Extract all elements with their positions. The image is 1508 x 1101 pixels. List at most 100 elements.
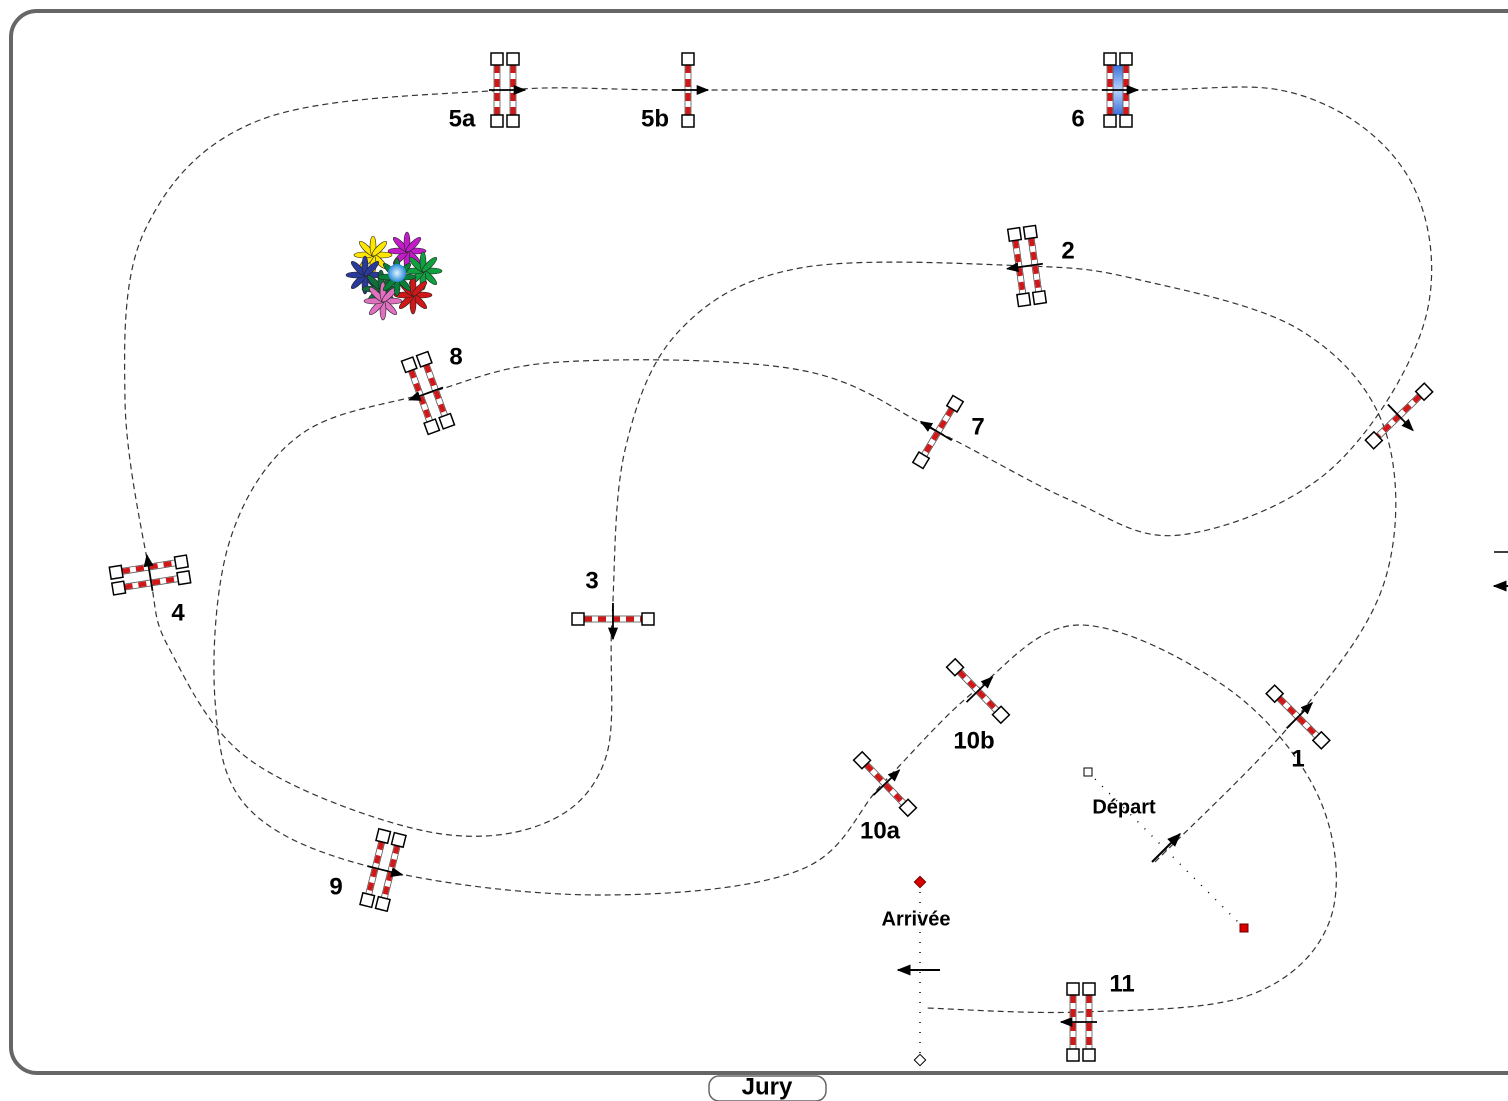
obstacle: [945, 657, 1011, 725]
standard: [1066, 982, 1080, 996]
standard: [506, 114, 520, 128]
obstacle-label: 1: [1291, 745, 1304, 772]
direction-arrow: [367, 865, 404, 877]
standard: [898, 798, 918, 818]
standard: [506, 52, 520, 66]
standard: [1006, 226, 1023, 243]
obstacle-label: 8: [449, 343, 462, 370]
standard: [374, 895, 391, 913]
pole-stripes: [124, 576, 179, 590]
pole-stripes: [864, 762, 906, 806]
jury-box: [708, 1075, 827, 1101]
standard: [415, 350, 433, 368]
obstacle: [1265, 684, 1331, 750]
standard: [1414, 382, 1434, 402]
obstacle: [1059, 982, 1097, 1062]
direction-arrow: [1387, 403, 1414, 432]
obstacle: [571, 603, 655, 641]
standard: [571, 612, 585, 626]
arena: [9, 9, 1508, 1075]
standard: [991, 705, 1011, 725]
obstacle-label: 3: [585, 567, 598, 594]
obstacle: [108, 554, 192, 596]
flower-petal: [363, 260, 380, 277]
direction-arrow: [1005, 262, 1043, 273]
standard: [1016, 292, 1032, 308]
pole-stripes: [921, 407, 955, 457]
start-line: [1087, 771, 1245, 929]
obstacle: [672, 52, 710, 128]
obstacle: [1005, 224, 1048, 308]
pole-stripes: [1012, 240, 1026, 295]
pole-stripes: [381, 845, 400, 899]
obstacle-label: 7: [971, 413, 984, 440]
standard: [1311, 730, 1331, 750]
standard: [1364, 430, 1384, 450]
obstacles: [108, 52, 1434, 1062]
obstacle: [852, 750, 918, 818]
standard: [1082, 982, 1096, 996]
obstacle-label: 10a: [860, 817, 901, 844]
standard: [1265, 684, 1285, 704]
flower-petal: [421, 256, 438, 273]
standard: [490, 52, 504, 66]
pole-stripes: [366, 841, 385, 895]
obstacle: [400, 350, 456, 436]
standard: [911, 451, 931, 470]
standard: [375, 827, 392, 845]
finish-marker: [913, 875, 927, 889]
standard: [1082, 1048, 1096, 1062]
obstacle: [1364, 382, 1434, 450]
direction-arrow: [872, 769, 901, 796]
obstacle-label: 6: [1071, 105, 1084, 132]
standard: [173, 554, 190, 570]
standard: [945, 394, 965, 413]
obstacle: [1102, 52, 1140, 128]
standard: [1031, 289, 1048, 306]
obstacle-label: 2: [1061, 237, 1074, 264]
direction-arrow: [965, 676, 994, 703]
standard: [400, 356, 418, 374]
standard: [1103, 52, 1117, 66]
pole-stripes: [121, 560, 176, 574]
standard: [1103, 114, 1117, 128]
finish-marker: [913, 1053, 927, 1067]
pole-stripes: [408, 369, 433, 422]
decoration: [345, 231, 443, 321]
direction-arrow: [919, 420, 953, 442]
standard: [1022, 224, 1038, 240]
obstacle-label: 5a: [449, 105, 476, 132]
standard: [390, 831, 407, 849]
standard: [438, 412, 456, 430]
standard: [1119, 114, 1133, 128]
obstacle: [911, 394, 965, 470]
start-marker: [1239, 923, 1249, 933]
pole-stripes: [1277, 696, 1319, 738]
course-line: [123, 86, 1433, 1014]
direction-arrow: [408, 386, 444, 401]
obstacle: [489, 52, 527, 128]
standard: [945, 657, 965, 677]
standard: [852, 750, 872, 770]
standard: [641, 612, 655, 626]
direction-arrow: [143, 554, 154, 591]
obstacle-label: 11: [1109, 970, 1134, 997]
standard: [1119, 52, 1133, 66]
jury-label: Jury: [742, 1073, 793, 1100]
standard: [108, 564, 124, 580]
standard: [359, 891, 376, 909]
pole-stripes: [957, 669, 999, 713]
standard: [490, 114, 504, 128]
direction-arrow: [1286, 701, 1314, 729]
standard: [423, 418, 441, 436]
standard: [681, 52, 695, 66]
obstacle-label: 5b: [641, 105, 669, 132]
standard: [176, 570, 192, 586]
obstacle-label: 4: [171, 599, 185, 626]
flower-petal: [411, 280, 428, 297]
pole-stripes: [1028, 237, 1042, 292]
start-label: Départ: [1092, 796, 1156, 818]
flower-petal: [405, 236, 422, 253]
pole-stripes: [423, 364, 448, 417]
